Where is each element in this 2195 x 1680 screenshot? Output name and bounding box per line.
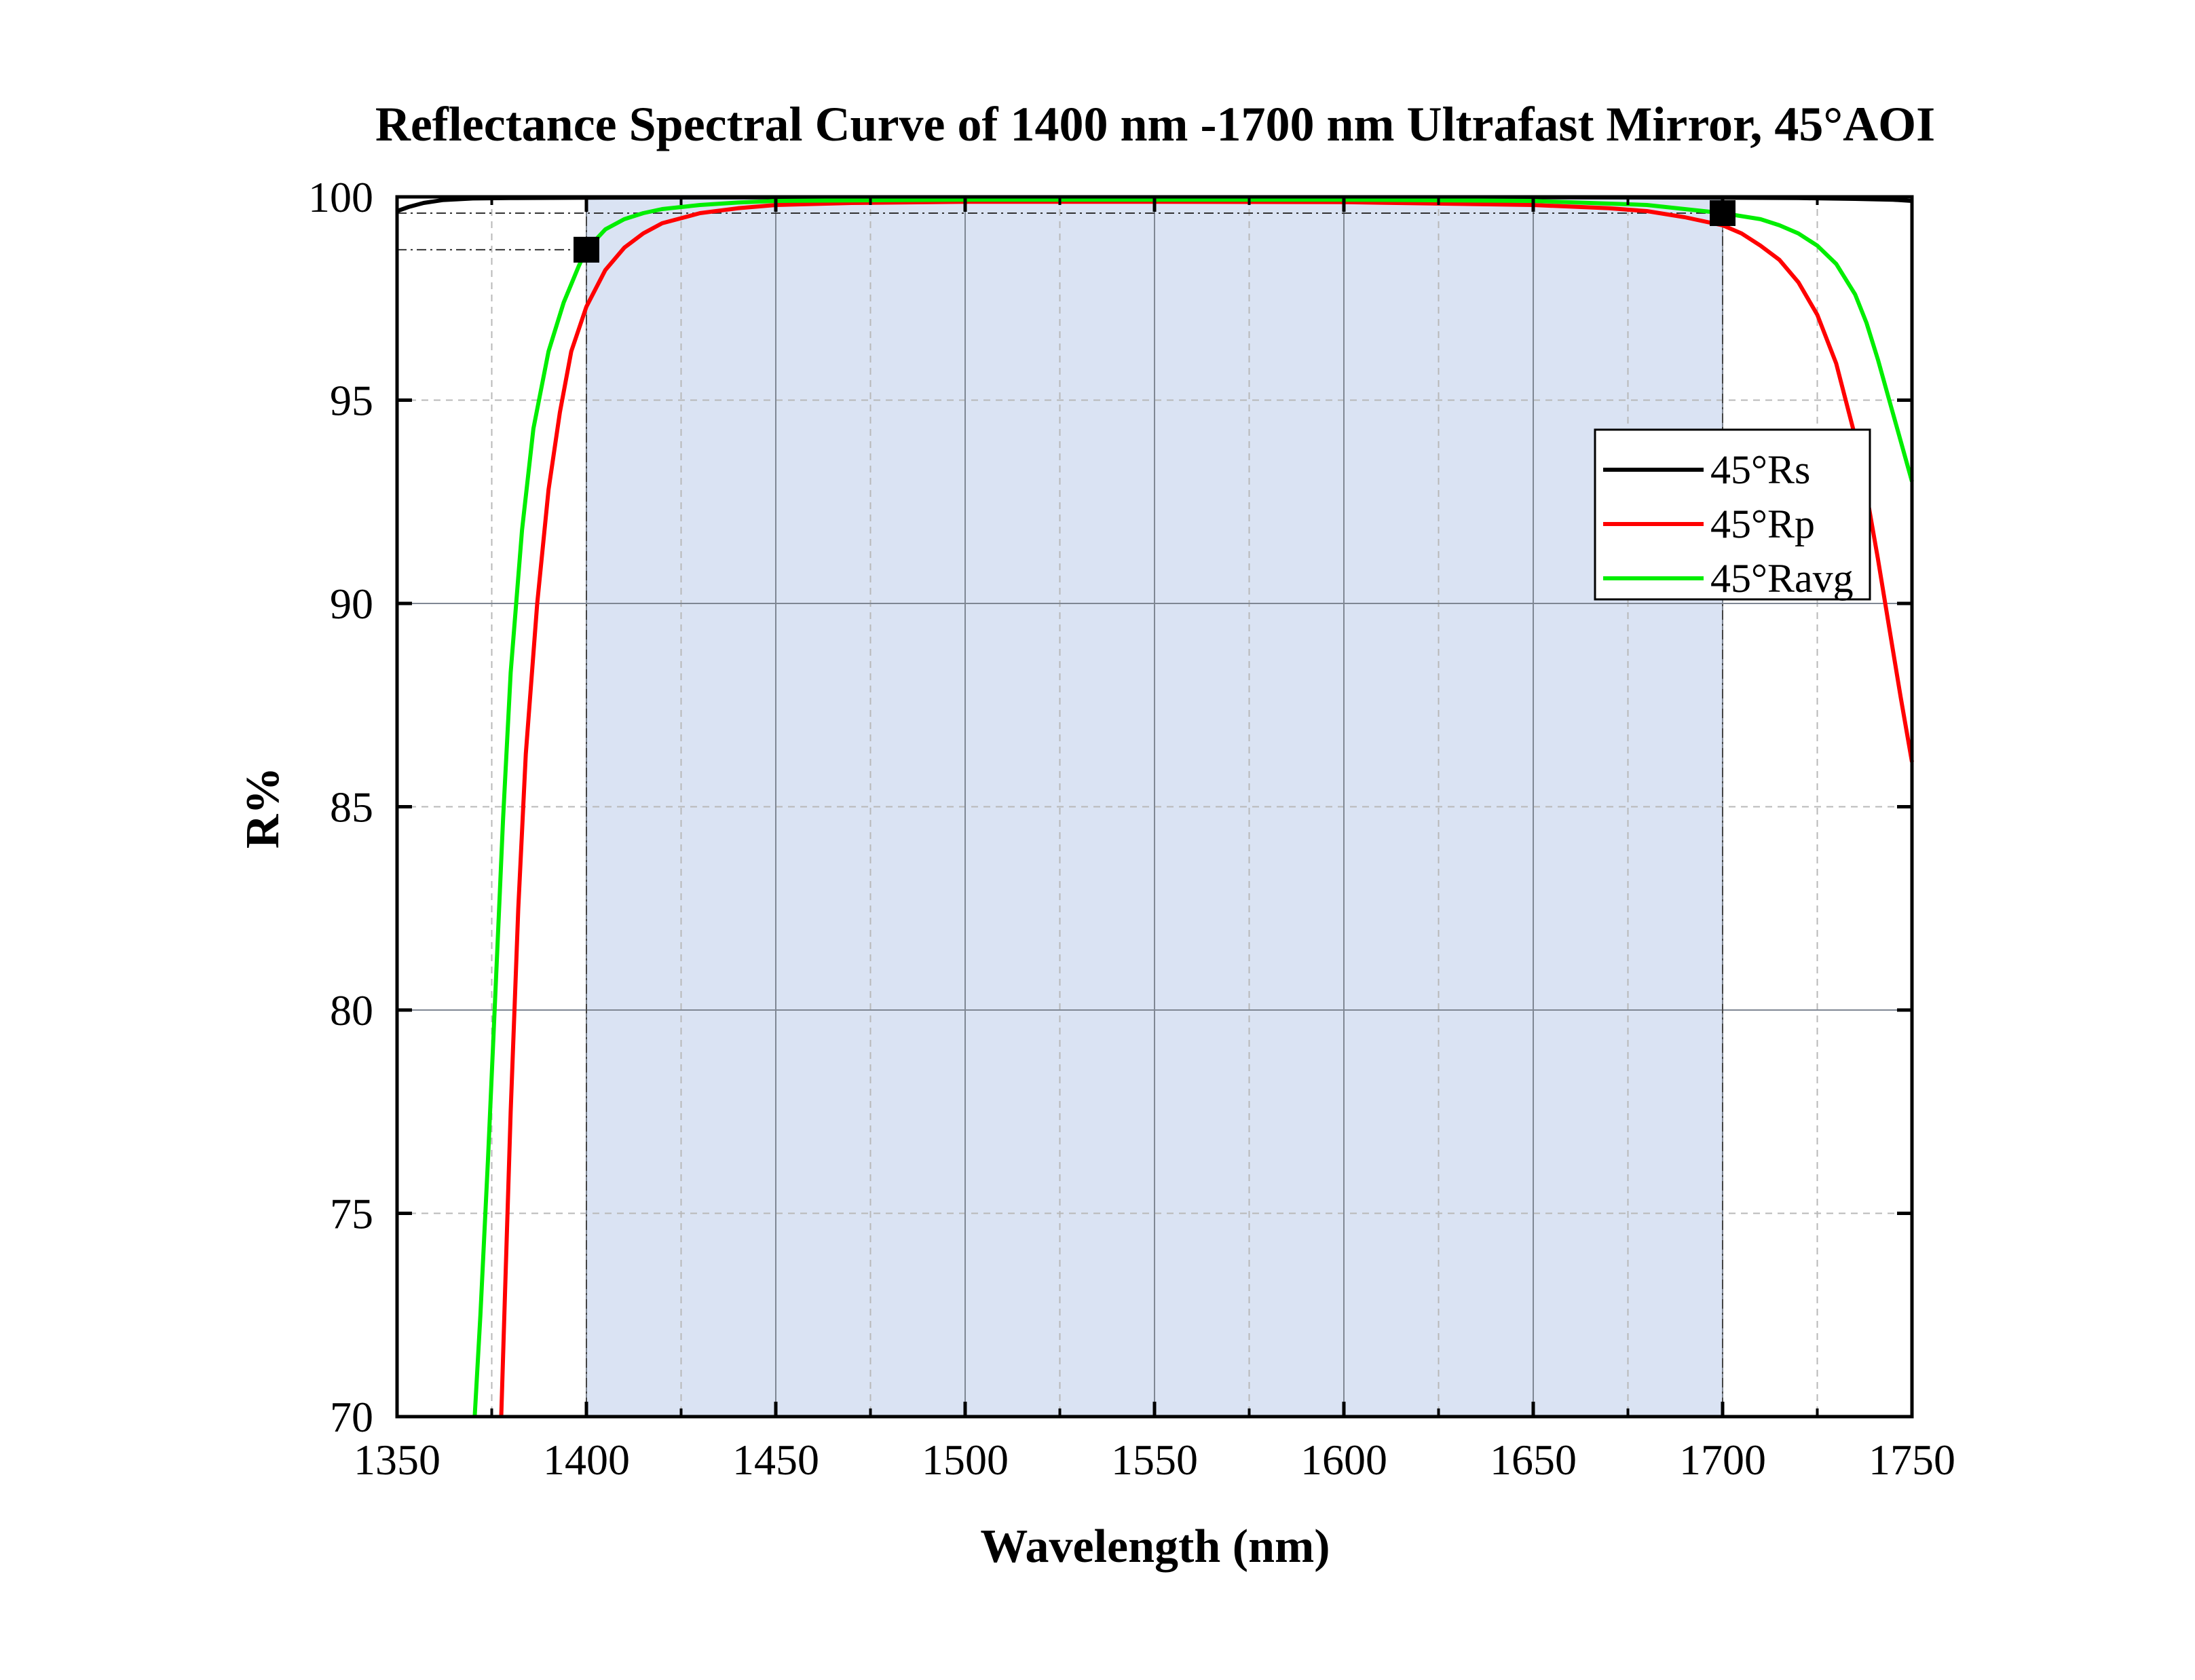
x-tick-label: 1600 bbox=[1300, 1436, 1387, 1484]
y-axis-label: R% bbox=[237, 767, 289, 849]
data-marker bbox=[574, 236, 599, 263]
series-line bbox=[472, 198, 1914, 1417]
legend-label: 45°Rs bbox=[1710, 447, 1810, 492]
x-tick-label: 1350 bbox=[354, 1436, 440, 1484]
x-tick-label: 1700 bbox=[1679, 1436, 1766, 1484]
x-tick-label: 1450 bbox=[732, 1436, 819, 1484]
y-tick-label: 75 bbox=[330, 1190, 373, 1238]
y-tick-label: 70 bbox=[330, 1393, 373, 1441]
y-tick-label: 95 bbox=[330, 377, 373, 425]
legend-box bbox=[1594, 428, 1871, 601]
x-tick-label: 1650 bbox=[1490, 1436, 1577, 1484]
x-tick-label: 1750 bbox=[1869, 1436, 1955, 1484]
chart-title: Reflectance Spectral Curve of 1400 nm -1… bbox=[375, 97, 1935, 151]
x-axis-label: Wavelength (nm) bbox=[980, 1520, 1330, 1573]
x-tick-label: 1500 bbox=[922, 1436, 1009, 1484]
legend-label: 45°Rp bbox=[1710, 502, 1815, 546]
y-tick-label: 80 bbox=[330, 986, 373, 1034]
legend-label: 45°Ravg bbox=[1710, 556, 1854, 601]
x-tick-label: 1400 bbox=[543, 1436, 630, 1484]
y-tick-label: 85 bbox=[330, 783, 373, 832]
y-tick-label: 100 bbox=[308, 173, 373, 221]
x-tick-label: 1550 bbox=[1111, 1436, 1198, 1484]
y-tick-label: 90 bbox=[330, 580, 373, 628]
plot-area: 1350 1400 1450 1500 1550 1600 1650 1700 1750 70 75… bbox=[308, 173, 1955, 1484]
